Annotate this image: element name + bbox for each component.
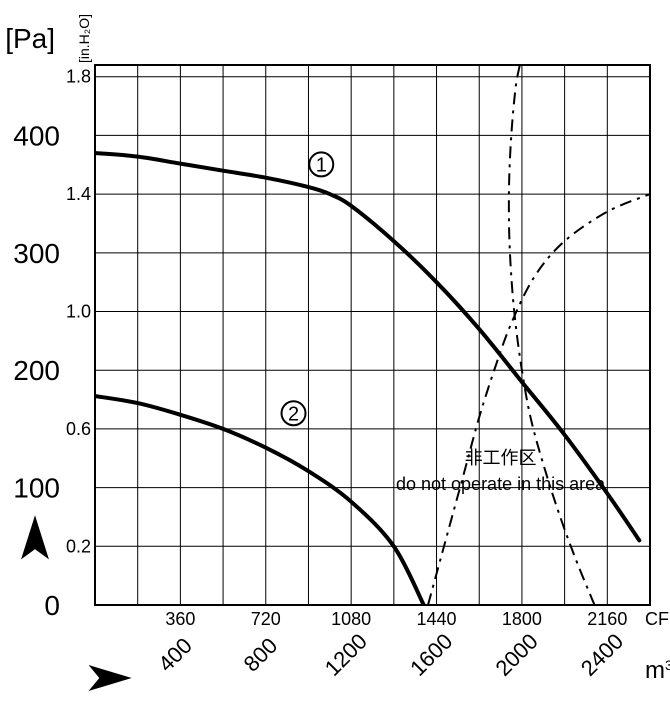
x-m3h-tick: 2400 (576, 629, 628, 681)
x-axis-cfm-title: CFM (645, 609, 670, 629)
x-cfm-tick: 720 (251, 609, 281, 629)
x-axis-cfm-labels: 360 720 1080 1440 1800 2160 (165, 609, 627, 629)
svg-text:[in.H₂O]: [in.H₂O] (76, 14, 92, 63)
y-pa-tick: 100 (13, 473, 60, 504)
y-inh2o-tick: 1.4 (66, 184, 91, 204)
y-pa-tick: 300 (13, 238, 60, 269)
note-en: do not operate in this area (396, 474, 606, 494)
x-cfm-tick: 1440 (417, 609, 457, 629)
x-cfm-tick: 1080 (331, 609, 371, 629)
y-inh2o-tick: 0.6 (66, 419, 91, 439)
x-cfm-tick: 2160 (587, 609, 627, 629)
y-inh2o-tick: 0.2 (66, 536, 91, 556)
fan-curve-chart: 0 100 200 300 400 0.2 0.6 1.0 1.4 1.8 360 720 1080… (0, 0, 670, 701)
y-pa-tick: 400 (13, 120, 60, 151)
y-inh2o-tick: 1.0 (66, 302, 91, 322)
curve-2 (95, 396, 424, 605)
arrow-up-icon (22, 517, 48, 558)
x-m3h-tick: 400 (153, 633, 197, 677)
note-cn: 非工作区 (465, 448, 537, 468)
x-cfm-tick: 360 (165, 609, 195, 629)
y-axis-pa-title: [Pa] (5, 23, 55, 54)
x-axis-m3h-labels: 400 800 1200 1600 2000 2400 (153, 629, 628, 681)
boundary-curves (428, 65, 650, 605)
y-axis-inh2o-labels: 0.2 0.6 1.0 1.4 1.8 (66, 67, 91, 557)
x-m3h-tick: 1600 (405, 629, 457, 681)
marker-num-2: 2 (288, 403, 299, 425)
y-axis-inh2o-title: [in.H₂O] (76, 14, 92, 63)
x-axis-m3h-title: m3/h (645, 657, 670, 684)
x-m3h-tick: 1200 (320, 629, 372, 681)
marker-num-1: 1 (316, 154, 327, 176)
y-inh2o-tick: 1.8 (66, 67, 91, 87)
x-m3h-tick: 800 (239, 633, 283, 677)
data-curves (95, 153, 639, 605)
boundary-curve-1 (428, 194, 650, 605)
y-pa-tick: 200 (13, 355, 60, 386)
y-pa-tick: 0 (44, 590, 60, 621)
arrow-right-icon (90, 666, 130, 690)
x-cfm-tick: 1800 (502, 609, 542, 629)
x-m3h-tick: 2000 (490, 629, 542, 681)
